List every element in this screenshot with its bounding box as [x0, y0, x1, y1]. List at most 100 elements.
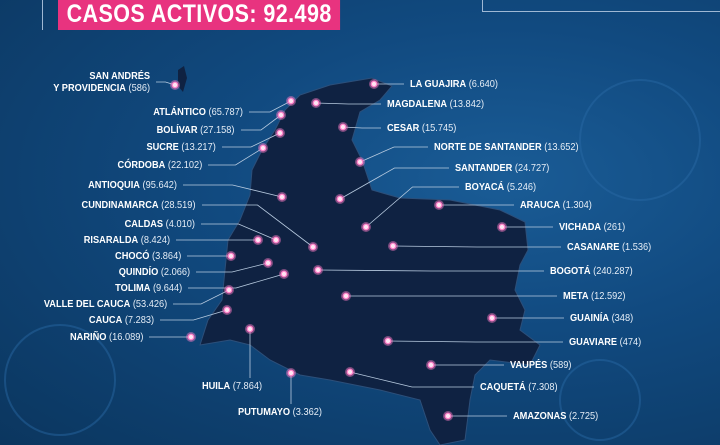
department-name: SUCRE [146, 141, 180, 153]
marker-guainia[interactable] [488, 314, 496, 322]
san-andres-island [178, 66, 187, 92]
active-cases-banner: CASOS ACTIVOS: 92.498 [58, 0, 341, 30]
case-count: (3.864) [149, 250, 181, 262]
department-name: ANTIOQUIA [88, 179, 141, 191]
marker-atlantico[interactable] [287, 97, 295, 105]
department-name: META [563, 290, 589, 302]
department-name: CÓRDOBA [117, 159, 166, 171]
case-count: (589) [547, 359, 572, 371]
marker-valle-del-cauca[interactable] [225, 286, 233, 294]
case-count: (8.424) [138, 234, 170, 246]
marker-huila[interactable] [246, 325, 254, 333]
department-name-line1: SAN ANDRÉS [89, 70, 150, 82]
department-name: CAUCA [88, 314, 123, 326]
marker-norte-de-santander[interactable] [356, 158, 364, 166]
marker-san-andres-y-providencia[interactable] [171, 81, 179, 89]
label-huila: HUILA (7.864) [179, 380, 285, 392]
marker-risaralda[interactable] [254, 236, 262, 244]
department-name: CESAR [387, 122, 420, 134]
marker-tolima[interactable] [280, 270, 288, 278]
leader-line-quindio [196, 262, 269, 273]
department-name: GUAVIARE [569, 336, 618, 348]
marker-quindio[interactable] [264, 259, 272, 267]
case-count: (6.640) [466, 78, 498, 90]
label-meta: META (12.592) [563, 290, 625, 302]
marker-cesar[interactable] [339, 123, 347, 131]
marker-antioquia[interactable] [278, 193, 286, 201]
label-santander: SANTANDER (24.727) [455, 162, 549, 174]
leader-line-boyaca [365, 186, 459, 228]
leader-line-santander [339, 167, 449, 200]
label-bogota: BOGOTÁ (240.287) [550, 265, 633, 277]
label-cauca: CAUCA (7.283) [89, 314, 154, 326]
marker-bolivar[interactable] [277, 111, 285, 119]
marker-boyaca[interactable] [362, 223, 370, 231]
marker-arauca[interactable] [435, 201, 443, 209]
marker-narino[interactable] [187, 333, 195, 341]
case-count: (261) [601, 221, 626, 233]
leader-line-cesar [342, 126, 381, 129]
marker-cauca[interactable] [223, 306, 231, 314]
label-norte-de-santander: NORTE DE SANTANDER (13.652) [434, 141, 579, 153]
label-tolima: TOLIMA (9.644) [115, 282, 182, 294]
label-risaralda: RISARALDA (8.424) [84, 234, 170, 246]
department-name: CHOCÓ [114, 250, 150, 262]
marker-guaviare[interactable] [384, 337, 392, 345]
marker-caldas[interactable] [272, 236, 280, 244]
marker-magdalena[interactable] [312, 99, 320, 107]
department-name: ATLÁNTICO [153, 106, 207, 118]
case-count: (13.652) [541, 141, 579, 153]
case-count: (474) [617, 336, 642, 348]
case-count: (1.304) [560, 199, 592, 211]
department-name: TOLIMA [114, 282, 151, 294]
label-casanare: CASANARE (1.536) [567, 241, 651, 253]
marker-amazonas[interactable] [444, 412, 452, 420]
label-cordoba: CÓRDOBA (22.102) [117, 159, 202, 171]
case-count: (13.842) [447, 98, 485, 110]
leader-line-valle-del-cauca [173, 289, 230, 305]
department-name: GUAINÍA [570, 312, 610, 324]
case-count: (240.287) [590, 265, 633, 277]
case-count: (2.066) [158, 266, 190, 278]
marker-cundinamarca[interactable] [309, 243, 317, 251]
marker-sucre[interactable] [276, 129, 284, 137]
department-name: BOYACÁ [465, 181, 505, 193]
case-count: (95.642) [140, 179, 177, 191]
marker-la-guajira[interactable] [370, 80, 378, 88]
leader-line-magdalena [315, 102, 381, 105]
marker-vichada[interactable] [498, 223, 506, 231]
department-name: RISARALDA [83, 234, 139, 246]
department-name: NORTE DE SANTANDER [434, 141, 542, 153]
case-count: (7.283) [122, 314, 154, 326]
department-name: AMAZONAS [513, 410, 567, 422]
department-name: BOGOTÁ [550, 265, 591, 277]
case-count: (7.864) [230, 380, 263, 392]
leader-line-norte-de-santander [359, 146, 428, 163]
department-name: CUNDINAMARCA [82, 199, 160, 211]
marker-santander[interactable] [336, 195, 344, 203]
department-name: CAQUETÁ [480, 381, 526, 393]
case-count: (5.246) [504, 181, 537, 193]
case-count: (65.787) [206, 106, 243, 118]
leader-line-cauca [160, 309, 228, 321]
marker-casanare[interactable] [389, 242, 397, 250]
case-count: (24.727) [512, 162, 550, 174]
marker-choco[interactable] [227, 252, 235, 260]
label-atlantico: ATLÁNTICO (65.787) [153, 106, 243, 118]
marker-meta[interactable] [342, 292, 350, 300]
marker-bogota[interactable] [314, 266, 322, 274]
leader-line-bogota [317, 269, 544, 272]
case-count: (16.089) [106, 331, 143, 343]
colombia-mainland [199, 77, 541, 445]
marker-putumayo[interactable] [287, 369, 295, 377]
marker-caqueta[interactable] [346, 368, 354, 376]
marker-cordoba[interactable] [259, 144, 267, 152]
leader-line-caldas [201, 223, 277, 241]
case-count: (586) [125, 82, 150, 94]
case-count: (13.217) [179, 141, 216, 153]
case-count: (15.745) [419, 122, 457, 134]
label-putumayo: PUTUMAYO (3.362) [227, 406, 333, 418]
marker-vaupes[interactable] [427, 361, 435, 369]
leader-line-sucre [222, 132, 281, 148]
